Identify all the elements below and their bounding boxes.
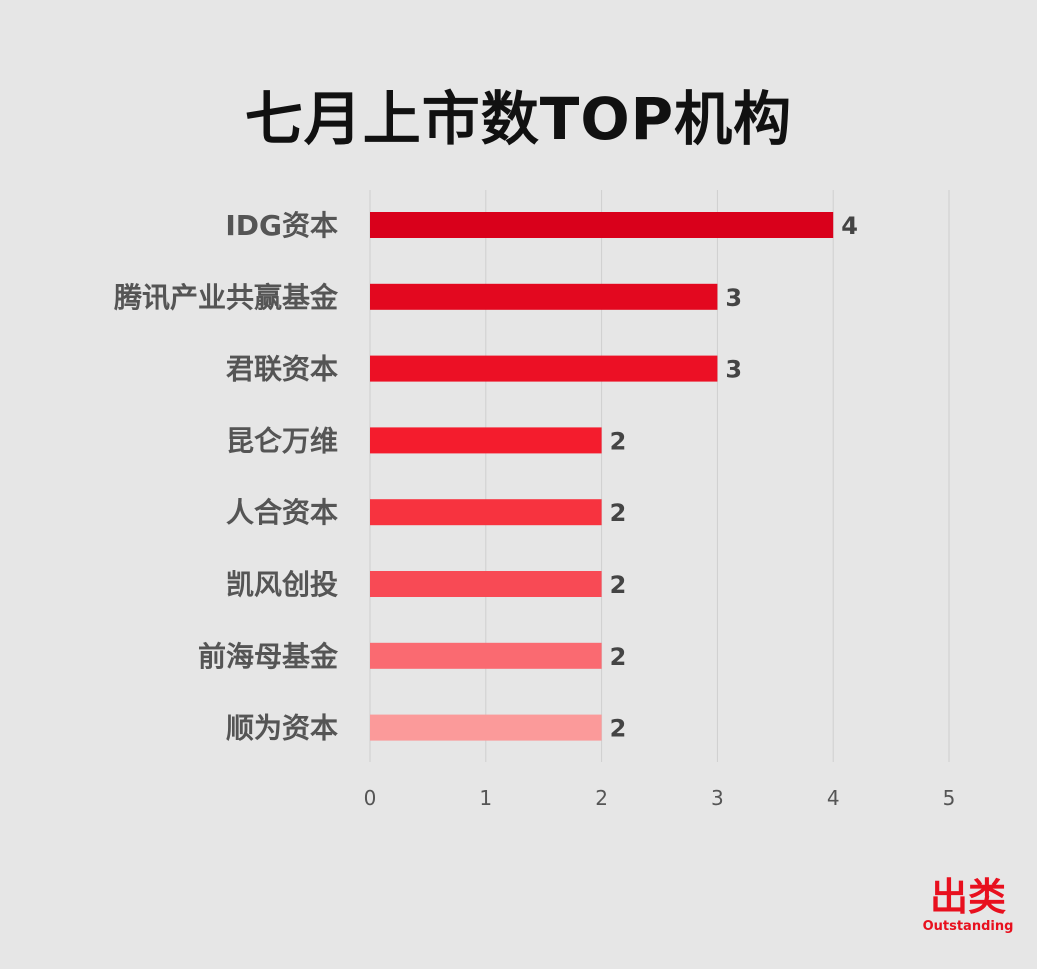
bar (370, 571, 602, 597)
x-axis-ticks: 0 1 2 3 4 5 (364, 786, 956, 810)
data-label: 4 (841, 212, 858, 240)
category-label: 腾讯产业共赢基金 (114, 281, 339, 314)
data-label: 2 (610, 715, 627, 743)
category-label: 君联资本 (226, 353, 338, 386)
category-label: 顺为资本 (226, 712, 338, 745)
data-label: 2 (610, 571, 627, 599)
data-label: 2 (610, 499, 627, 527)
bar (370, 355, 718, 382)
brand-logo: 出类 Outstanding (913, 875, 1023, 935)
bar (370, 714, 602, 741)
data-label: 3 (725, 356, 742, 384)
gridlines (369, 190, 950, 762)
category-label: 前海母基金 (198, 640, 339, 673)
chart-title: 七月上市数TOP机构 (244, 85, 793, 153)
x-tick-label: 1 (479, 786, 492, 810)
category-label: 凯风创投 (226, 568, 338, 601)
category-label: 人合资本 (226, 496, 338, 529)
bar (370, 642, 602, 669)
x-tick-label: 5 (943, 786, 956, 810)
x-tick-label: 0 (364, 786, 377, 810)
logo-main-text: 出类 (929, 875, 1006, 919)
x-tick-label: 3 (711, 786, 724, 810)
data-label: 2 (610, 643, 627, 671)
bar (370, 499, 602, 526)
x-tick-label: 4 (827, 786, 840, 810)
category-label: 昆仑万维 (226, 424, 338, 457)
bar (370, 427, 602, 454)
bars (370, 212, 834, 741)
category-label: IDG资本 (225, 209, 338, 242)
data-label: 3 (725, 284, 742, 312)
logo-sub-text: Outstanding (922, 919, 1014, 934)
bar (370, 212, 834, 238)
data-label: 2 (610, 427, 627, 455)
bar (370, 283, 718, 310)
x-tick-label: 2 (595, 786, 608, 810)
value-labels: 4 3 3 2 2 2 2 2 (610, 212, 858, 743)
